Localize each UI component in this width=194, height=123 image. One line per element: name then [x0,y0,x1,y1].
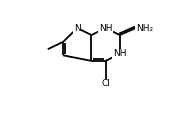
Text: NH₂: NH₂ [136,23,153,33]
Text: NH: NH [113,49,126,58]
Text: N: N [74,23,81,33]
Text: Cl: Cl [101,79,110,88]
Text: NH: NH [99,23,112,33]
